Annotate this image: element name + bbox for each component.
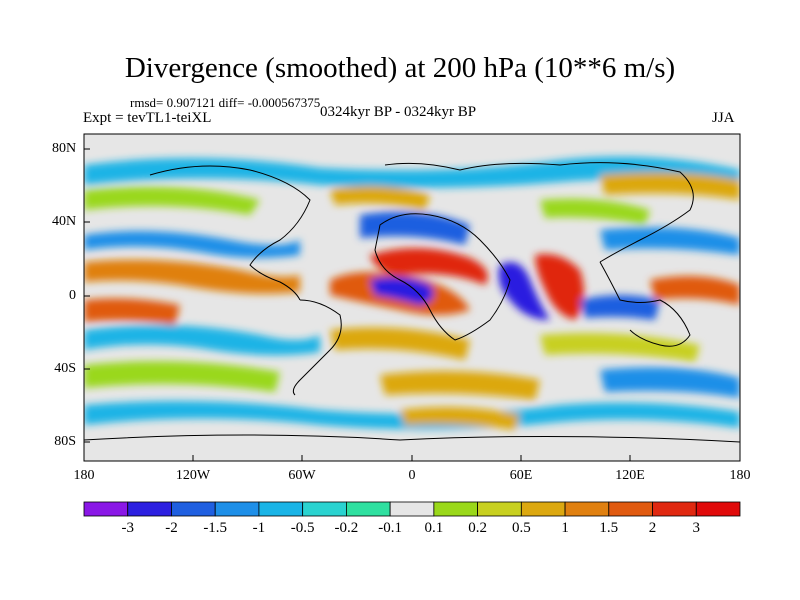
lon-label: 0 (408, 468, 416, 483)
lon-label: 60W (288, 468, 316, 483)
colorbar-label: 0.1 (424, 520, 444, 536)
colorbar-swatch (302, 501, 347, 517)
field-patch (380, 371, 540, 400)
colorbar-label: 3 (692, 520, 701, 536)
colorbar-swatch (171, 501, 216, 517)
lat-label: 40N (52, 214, 77, 229)
map-title: Divergence (smoothed) at 200 hPa (10**6 … (124, 52, 676, 84)
coastlines (84, 162, 740, 443)
colorbar-label: -0.2 (334, 520, 359, 536)
experiment-label: Expt = tevTL1-teiXL (83, 110, 212, 126)
colorbar-label: 0.5 (511, 520, 531, 536)
field-patch (498, 262, 550, 320)
colorbar-swatch (214, 501, 260, 517)
field-patch (370, 248, 488, 285)
lon-label: 180 (73, 468, 95, 483)
colorbar-swatch (608, 501, 653, 517)
colorbar-swatch (389, 501, 435, 517)
field-patch (400, 406, 520, 430)
lat-label: 80S (54, 434, 76, 449)
field-patch (580, 295, 660, 320)
field-patch (600, 227, 740, 255)
colorbar-swatch (345, 501, 391, 517)
colorbar-label: -0.5 (290, 520, 315, 536)
field-patch (84, 361, 280, 392)
season-label: JJA (712, 110, 735, 126)
colorbar-label: -1 (252, 520, 266, 536)
stats-text: rmsd= 0.907121 diff= -0.000567375 (130, 95, 321, 110)
colorbar-label: -1.5 (203, 520, 228, 536)
lon-label: 120W (175, 468, 211, 483)
field-patch (330, 186, 430, 210)
field-band-north (84, 156, 740, 188)
period-label: 0324kyr BP - 0324kyr BP (320, 104, 477, 120)
colorbar-label: -3 (121, 520, 134, 536)
colorbar-swatch (477, 501, 522, 517)
field-patch (370, 276, 434, 305)
field-patch (600, 172, 740, 200)
field-patch (330, 327, 470, 360)
field-patch (535, 254, 584, 320)
colorbar-swatch (258, 501, 304, 517)
divergence-field (84, 134, 740, 461)
lon-label: 120E (615, 468, 645, 483)
field-patch (84, 325, 320, 356)
colorbar-label: 0.2 (468, 520, 487, 536)
colorbar-swatch (83, 501, 129, 517)
colorbar-swatch (433, 501, 479, 517)
colorbar-swatch (695, 501, 741, 517)
field-patch (540, 198, 650, 225)
colorbar-label: 2 (648, 520, 657, 536)
colorbar-swatch (652, 501, 697, 517)
field-patch (650, 276, 740, 305)
lat-label: 0 (69, 288, 76, 303)
field-patch (84, 298, 180, 325)
lat-label: 40S (54, 361, 76, 376)
field-patch (84, 231, 300, 258)
colorbar-swatch (564, 501, 610, 517)
lon-label: 180 (729, 468, 751, 483)
colorbar-label: -2 (165, 520, 178, 536)
colorbar (83, 501, 741, 517)
colorbar-label: -0.1 (378, 520, 402, 536)
field-patch (600, 367, 740, 398)
colorbar-label: 1 (561, 520, 569, 536)
field-patch (540, 332, 700, 362)
field-patch (84, 186, 260, 215)
colorbar-swatch (520, 501, 566, 517)
field-patch (84, 259, 300, 294)
lon-label: 60E (509, 468, 533, 483)
tick-marks (83, 148, 741, 461)
colorbar-swatch (127, 501, 172, 517)
lat-label: 80N (52, 141, 77, 156)
colorbar-label: 1.5 (599, 520, 619, 536)
